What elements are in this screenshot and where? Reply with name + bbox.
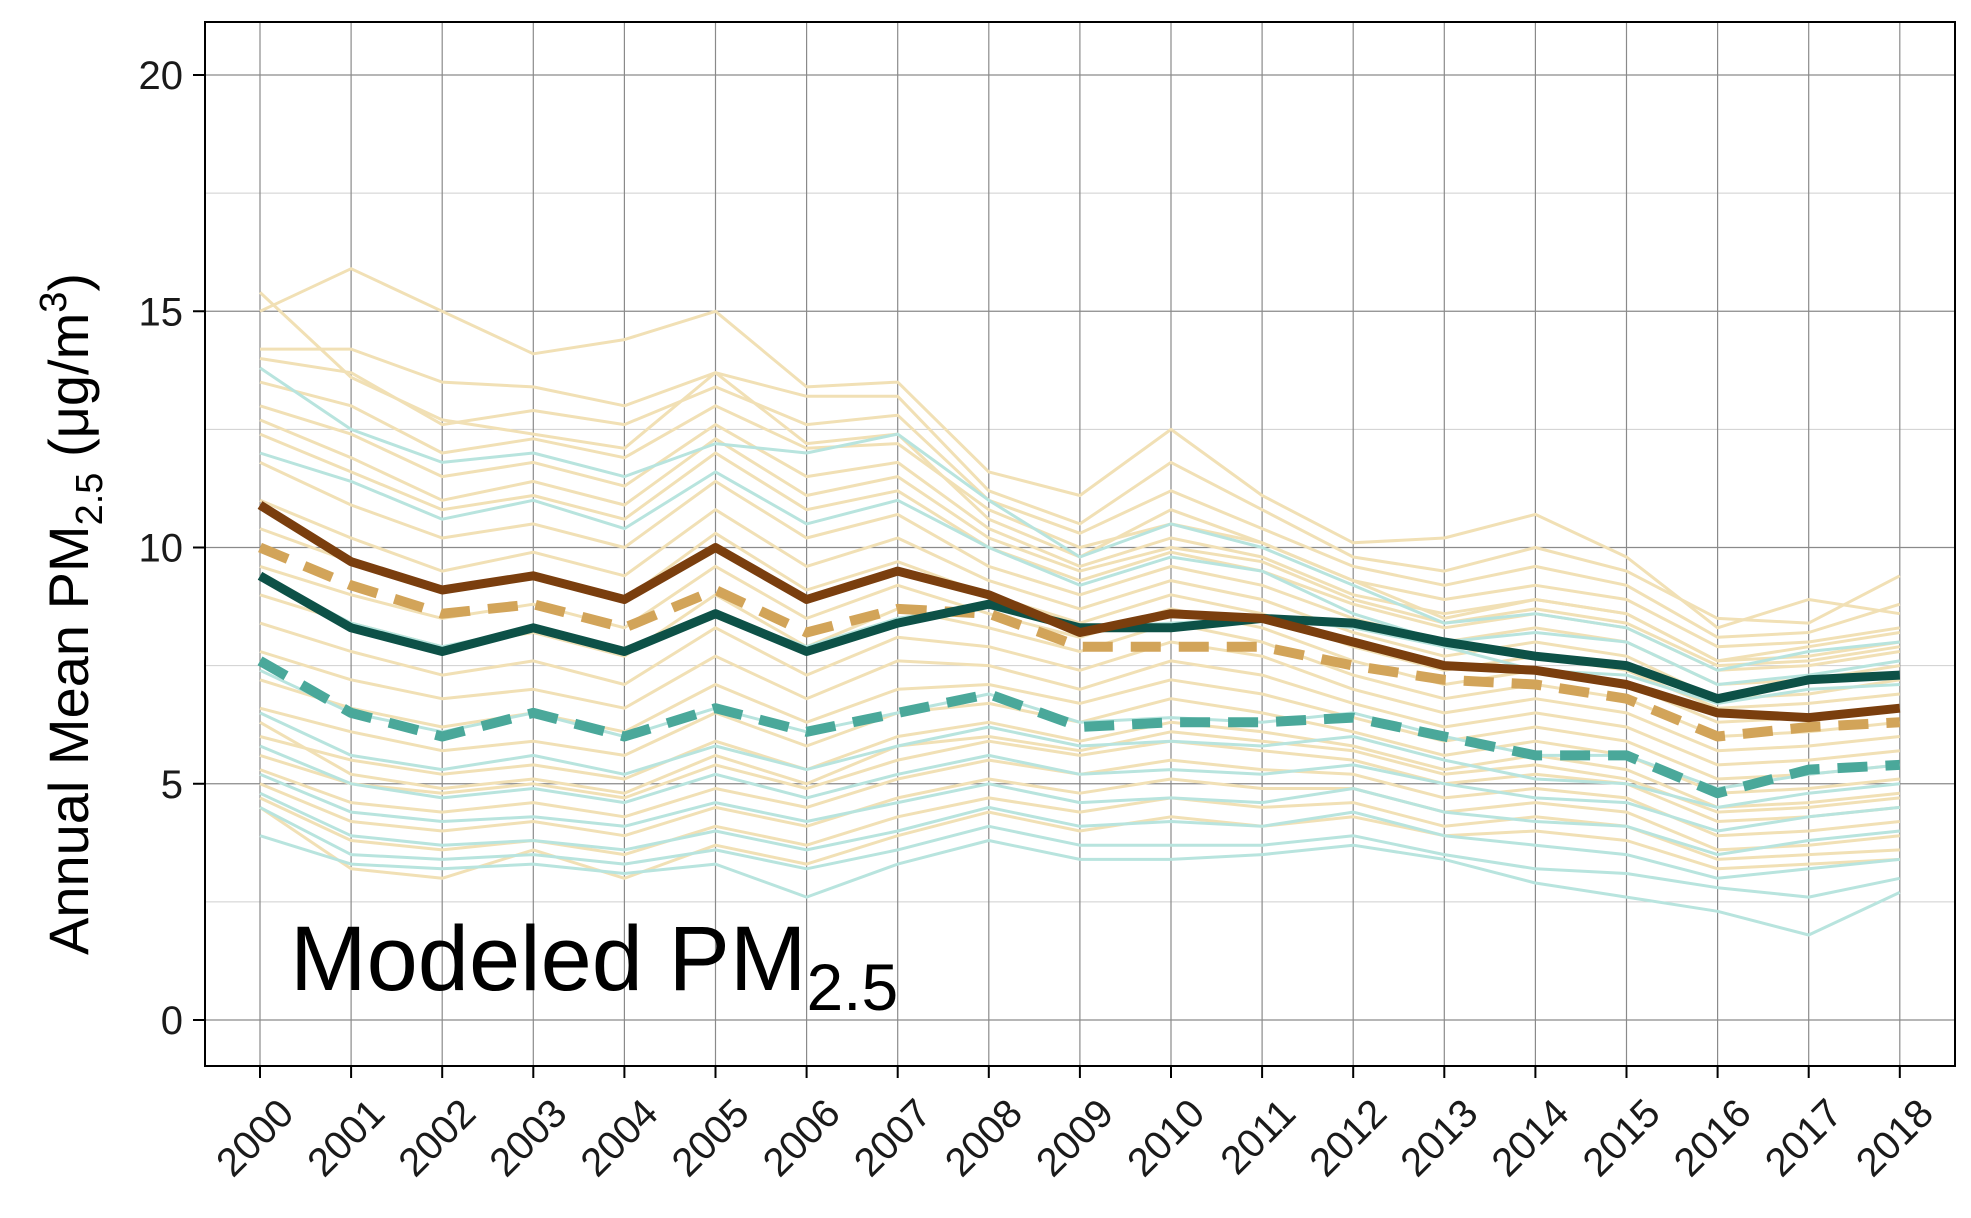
x-tick-label: 2003 [481,1091,575,1185]
series-line-teal-thin-33 [259,834,1901,937]
x-axis: 2000200120022003200420052006200720082009… [208,1066,1942,1185]
series-layer [257,267,1901,937]
series-line-tan-thin-8 [259,498,1901,701]
x-tick-label: 2014 [1484,1091,1578,1185]
x-tick-label: 2002 [390,1091,484,1185]
x-tick-label: 2013 [1392,1091,1486,1185]
series-line-tan-thin-1 [259,267,1901,630]
x-tick-label: 2008 [937,1091,1031,1185]
series-line-tan-thin-13 [259,650,1900,767]
x-tick-label: 2017 [1757,1091,1851,1185]
series-line-tan-thin-2 [260,347,1901,625]
x-tick-label: 2018 [1848,1091,1942,1185]
series-line-tan-thin-4 [259,380,1901,649]
y-tick-label: 0 [161,999,183,1043]
series-line-teal-thin-24 [259,366,1900,672]
series-line-teal-thin-30 [259,772,1900,857]
series-line-teal-thin-28 [259,711,1900,809]
series-line-teal-dashed-35 [257,656,1901,799]
series-line-teal-thin-32 [259,806,1901,899]
series-line-teal-thin-29 [259,744,1900,833]
series-line-tan-thin-19 [259,777,1900,852]
x-tick-label: 2016 [1666,1091,1760,1185]
series-line-tan-thin-12 [259,621,1900,753]
x-tick-label: 2011 [1212,1091,1304,1183]
x-tick-label: 2004 [573,1091,667,1185]
y-axis-label: Annual Mean PM2.5 (μg/m3) [33,273,111,955]
x-tick-label: 2005 [664,1091,758,1185]
series-line-brown-solid-37 [257,501,1901,723]
series-line-tan-thin-23 [259,418,1901,668]
series-line-teal-thin-25 [259,451,1901,686]
y-tick-label: 15 [139,290,184,334]
x-tick-label: 2009 [1028,1091,1122,1185]
x-tick-label: 2000 [208,1091,302,1185]
y-tick-label: 20 [139,54,184,98]
x-tick-label: 2007 [846,1091,940,1185]
y-axis: 0 5 10 15 20 [139,54,205,1043]
series-line-teal-thin-31 [259,791,1900,880]
x-tick-label: 2015 [1575,1091,1669,1185]
series-line-tan-thin-3 [259,357,1901,639]
x-tick-label: 2001 [299,1091,393,1185]
series-line-tan-thin-16 [259,720,1900,809]
series-line-tan-thin-5 [259,404,1901,663]
y-tick-label: 10 [139,527,184,571]
x-tick-label: 2010 [1119,1091,1213,1185]
series-line-tan-dashed-34 [258,542,1901,742]
x-tick-label: 2006 [755,1091,849,1185]
x-tick-label: 2012 [1301,1091,1395,1185]
series-line-tan-thin-21 [259,806,1900,880]
chart-annotation: Modeled PM2.5 [290,908,898,1024]
y-tick-label: 5 [161,763,183,807]
series-line-tan-thin-22 [259,720,1900,814]
